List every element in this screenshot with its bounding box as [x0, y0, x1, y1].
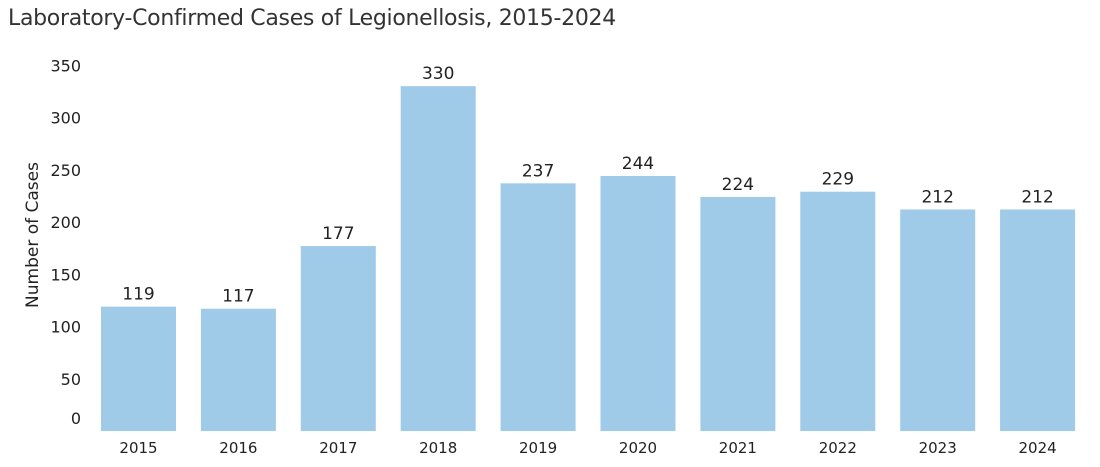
- data-label: 330: [422, 64, 454, 84]
- data-label: 224: [722, 175, 754, 195]
- x-tick-label: 2017: [319, 439, 357, 457]
- bar-2022: [800, 191, 876, 431]
- y-tick-label: 0: [71, 409, 81, 428]
- bar-2015: [101, 306, 176, 431]
- bar-2018: [400, 86, 476, 432]
- x-tick-label: 2016: [219, 439, 257, 457]
- x-tick-label: 2022: [819, 439, 857, 457]
- data-label: 212: [1021, 187, 1053, 207]
- data-label: 237: [522, 161, 554, 181]
- bar-2020: [600, 176, 676, 431]
- y-tick-label: 100: [50, 318, 81, 337]
- chart-title: Laboratory-Confirmed Cases of Legionello…: [8, 6, 616, 31]
- data-label: 177: [322, 224, 354, 244]
- y-axis-label: Number of Cases: [23, 162, 43, 308]
- x-tick-label: 2018: [419, 439, 457, 457]
- x-tick-label: 2020: [619, 439, 657, 457]
- y-tick-label: 350: [50, 56, 81, 75]
- y-tick-label: 300: [50, 109, 81, 128]
- x-tick-label: 2015: [119, 439, 157, 457]
- data-label: 229: [822, 170, 854, 190]
- data-label: 212: [921, 187, 953, 207]
- bar-2021: [700, 196, 776, 431]
- x-tick-label: 2023: [919, 439, 957, 457]
- bar-2016: [200, 308, 276, 431]
- y-tick-label: 50: [61, 370, 81, 389]
- y-tick-label: 200: [50, 213, 81, 232]
- x-tick-label: 2024: [1019, 439, 1057, 457]
- y-tick-label: 150: [50, 265, 81, 284]
- data-label: 117: [222, 287, 254, 307]
- data-label: 244: [622, 154, 654, 174]
- y-tick-label: 250: [50, 161, 81, 180]
- x-tick-label: 2019: [519, 439, 557, 457]
- bar-2023: [900, 209, 976, 431]
- bar-2024: [1000, 209, 1076, 431]
- x-tick-label: 2021: [719, 439, 757, 457]
- data-label: 119: [122, 285, 154, 305]
- bar-2019: [500, 183, 576, 431]
- bar-2017: [300, 246, 376, 431]
